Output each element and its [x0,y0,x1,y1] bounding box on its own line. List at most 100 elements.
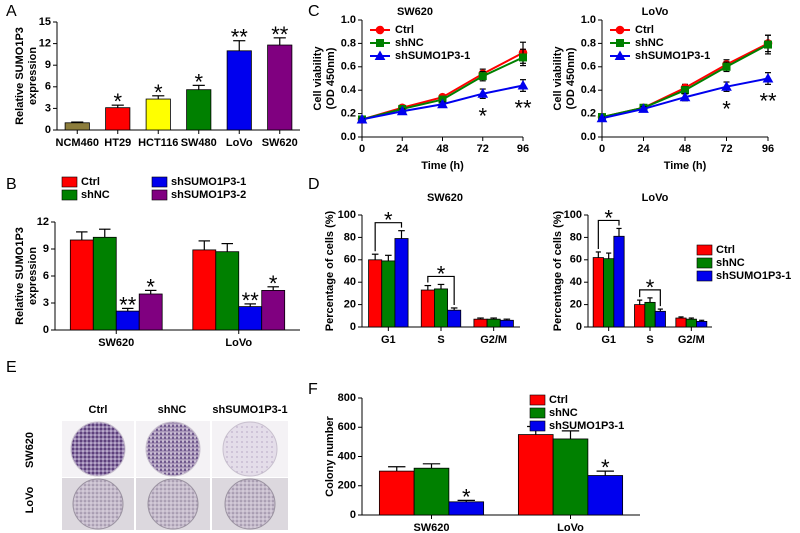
bracket [639,289,661,307]
significance-mark: ** [119,292,137,317]
legend-swatch [696,270,713,282]
y-tick-label: 9 [43,243,49,255]
x-tick-label: 0 [359,143,365,155]
x-tick-label: G2/M [480,334,507,346]
y-tick-label: 12 [37,216,49,228]
y-tick-label: 1.0 [581,14,596,26]
y-tick-label: 0.2 [341,108,356,120]
y-axis-label: expression [27,247,39,305]
y-tick-label: 0.0 [341,131,356,143]
significance-mark: * [113,89,122,114]
plate [224,478,276,530]
legend-swatch [696,257,713,269]
y-tick-label: 0 [576,321,582,333]
x-tick-label: SW620 [413,522,449,533]
marker [356,113,368,124]
legend-swatch [151,189,168,201]
significance-mark: ** [514,96,532,121]
bar [654,310,666,328]
bar [413,467,450,516]
y-tick-label: 0.4 [341,84,357,96]
x-tick-label: SW620 [262,137,298,149]
bar [394,238,409,328]
bar [685,318,697,328]
legend-label: shSUMO1P3-1 [716,270,791,282]
bar [675,317,687,328]
significance-mark: * [646,275,655,300]
column-label: shSUMO1P3-1 [212,404,287,416]
y-tick-label: 40 [344,276,356,288]
colony-images: Ctrl shNC shSUMO1P3-1 SW620 LoVo [24,404,288,530]
legend-marker [375,25,385,35]
bracket [597,219,620,249]
x-tick-label: SW620 [98,337,134,349]
legend-label: shSUMO1P3-1 [635,50,710,62]
y-axis-label: Relative SUMO1P3 [14,227,26,325]
x-tick-label: 48 [436,143,448,155]
panel-label: A [6,3,17,20]
bar [552,438,589,516]
x-tick-label: LoVo [226,137,253,149]
row-label: LoVo [24,486,36,513]
chart-title: LoVo [642,6,669,18]
legend-label: shSUMO1P3-2 [171,189,246,201]
legend-label: shSUMO1P3-1 [395,50,470,62]
marker [517,80,529,90]
row-label: SW620 [24,432,36,468]
bar [613,235,625,328]
bracket [374,222,403,252]
x-axis-label: Time (h) [664,160,707,172]
marker [679,91,691,102]
y-tick-label: 20 [344,299,356,311]
x-tick-label: 96 [517,143,529,155]
marker [722,62,731,71]
significance-mark: * [601,455,610,480]
legend-marker [374,50,386,60]
bar [486,318,501,328]
y-tick-label: 200 [338,480,356,492]
legend-label: shNC [635,37,664,49]
legend-swatch [529,394,546,406]
marker [596,112,608,123]
y-tick-label: 20 [570,299,582,311]
x-tick-label: S [646,334,653,346]
legend-label: shNC [395,37,424,49]
bar [420,289,435,328]
legend-label: shSUMO1P3-1 [171,176,246,188]
y-tick-label: 80 [344,231,356,243]
bar [603,258,615,328]
legend-label: shNC [81,189,110,201]
x-tick-label: G2/M [678,334,705,346]
y-tick-label: 9 [45,59,51,71]
y-axis-label: Cell viability [312,46,324,111]
significance-mark: * [462,484,471,509]
bar [447,309,462,328]
significance-mark: * [722,97,731,122]
y-tick-label: 6 [43,270,49,282]
legend-label: shSUMO1P3-1 [549,420,624,432]
marker [721,81,732,91]
marker [519,53,527,62]
legend-swatch [696,244,713,256]
marker [396,105,408,116]
legend-swatch [151,176,168,188]
y-axis-label: Percentage of cells (%) [552,210,564,331]
x-tick-label: 96 [762,143,774,155]
marker [762,72,774,83]
bar [644,301,656,328]
y-tick-label: 100 [564,209,582,221]
bar [378,470,415,516]
y-tick-label: 0 [350,509,356,521]
plate [70,421,126,477]
bracket [427,275,455,305]
significance-mark: * [437,261,446,286]
chart-title: LoVo [642,192,669,204]
y-tick-label: 60 [570,254,582,266]
y-tick-label: 80 [570,231,582,243]
significance-mark: * [194,69,203,94]
x-tick-label: G1 [381,334,396,346]
significance-mark: ** [271,22,289,47]
legend-marker [616,39,624,47]
